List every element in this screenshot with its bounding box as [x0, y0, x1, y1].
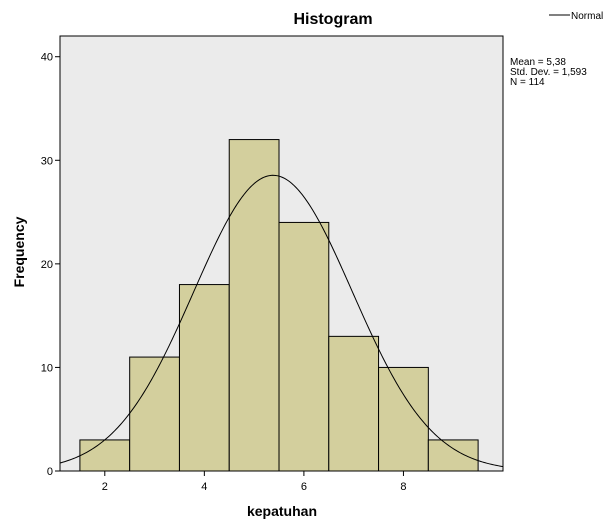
x-tick-label: 6: [301, 481, 307, 493]
legend-label-normal: Normal: [571, 11, 603, 22]
y-tick-label: 20: [41, 259, 53, 271]
chart-title: Histogram: [293, 11, 372, 28]
stat-line: Std. Dev. = 1,593: [510, 67, 587, 78]
histogram-bar: [129, 356, 180, 472]
normal-curve: [59, 174, 504, 468]
histogram-bar: [278, 221, 330, 472]
histogram-bar: [427, 439, 479, 472]
bars-group: [79, 139, 479, 472]
y-tick-label: 40: [41, 52, 53, 64]
stat-line: N = 114: [510, 77, 545, 88]
x-tick-label: 8: [400, 481, 406, 493]
legend: Normal: [549, 11, 603, 22]
y-tick-label: 10: [41, 362, 53, 374]
y-axis-label: Frequency: [11, 216, 27, 287]
y-tick-label: 0: [47, 466, 53, 478]
axes-group: 0 10 20 30 40 2 4 6 8: [41, 52, 407, 493]
histogram-bar: [178, 284, 230, 472]
x-axis-label: kepatuhan: [247, 503, 317, 519]
y-tick-label: 30: [41, 155, 53, 167]
histogram-bar: [79, 439, 131, 472]
histogram-bar: [378, 366, 429, 472]
histogram-bar: [328, 335, 380, 472]
x-tick-label: 4: [201, 481, 207, 493]
histogram-bar: [228, 139, 280, 472]
stat-line: Mean = 5,38: [510, 57, 566, 68]
x-tick-label: 2: [102, 481, 108, 493]
